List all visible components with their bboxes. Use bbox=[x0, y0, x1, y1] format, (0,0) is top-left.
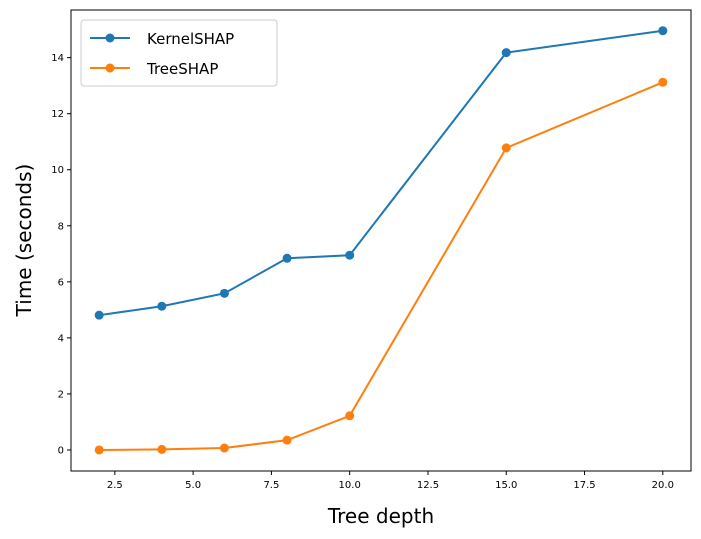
legend-marker-kernelshap bbox=[105, 33, 115, 43]
y-tick-label: 14 bbox=[51, 53, 64, 64]
y-tick-label: 6 bbox=[58, 277, 64, 288]
x-tick-label: 20.0 bbox=[652, 480, 674, 491]
legend-label-treeshap: TreeSHAP bbox=[146, 60, 218, 78]
x-tick-label: 10.0 bbox=[339, 480, 361, 491]
data-point-treeshap bbox=[219, 443, 229, 453]
data-point-treeshap bbox=[157, 444, 167, 454]
data-point-kernelshap bbox=[157, 301, 167, 311]
y-tick-label: 12 bbox=[51, 109, 64, 120]
x-axis-ticks: 2.5 5.0 7.5 10.0 12.5 15.0 17.5 20.0 bbox=[107, 471, 674, 491]
series-group bbox=[94, 26, 668, 455]
data-point-kernelshap bbox=[282, 253, 292, 263]
x-tick-label: 12.5 bbox=[417, 480, 439, 491]
x-tick-label: 5.0 bbox=[185, 480, 201, 491]
legend-label-kernelshap: KernelSHAP bbox=[147, 30, 234, 48]
data-point-kernelshap bbox=[94, 310, 104, 320]
data-point-treeshap bbox=[658, 77, 668, 87]
legend-box bbox=[80, 19, 278, 87]
data-point-kernelshap bbox=[658, 26, 668, 36]
x-tick-label: 17.5 bbox=[573, 480, 595, 491]
x-axis-label: Tree depth bbox=[327, 504, 434, 528]
x-tick-label: 7.5 bbox=[263, 480, 279, 491]
y-tick-label: 8 bbox=[58, 221, 64, 232]
y-tick-label: 4 bbox=[58, 333, 64, 344]
y-axis-label: Time (seconds) bbox=[12, 164, 36, 318]
plot-area bbox=[70, 9, 692, 472]
x-tick-label: 2.5 bbox=[107, 480, 123, 491]
y-tick-label: 10 bbox=[51, 165, 64, 176]
data-point-treeshap bbox=[94, 445, 104, 455]
legend: KernelSHAP TreeSHAP bbox=[80, 19, 278, 87]
y-axis-ticks: 0 2 4 6 8 10 12 14 bbox=[51, 53, 71, 456]
y-tick-label: 2 bbox=[58, 389, 64, 400]
data-point-treeshap bbox=[282, 435, 292, 445]
legend-marker-treeshap bbox=[105, 63, 115, 73]
data-point-treeshap bbox=[501, 143, 511, 153]
data-point-kernelshap bbox=[345, 250, 355, 260]
y-tick-label: 0 bbox=[58, 445, 64, 456]
data-point-treeshap bbox=[345, 411, 355, 421]
x-tick-label: 15.0 bbox=[495, 480, 517, 491]
data-point-kernelshap bbox=[501, 48, 511, 58]
data-point-kernelshap bbox=[219, 288, 229, 298]
